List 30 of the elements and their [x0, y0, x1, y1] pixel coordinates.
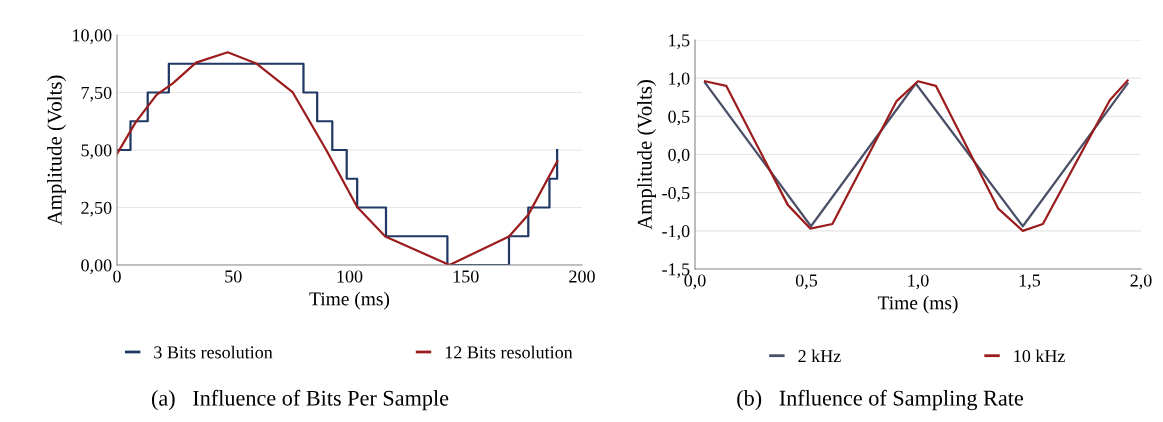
y-tick-label: 5,00 — [81, 144, 112, 160]
y-tick-label: -1,0 — [662, 225, 690, 240]
legend-label: 10 kHz — [1014, 349, 1065, 363]
y-tick-label: 0,00 — [81, 259, 112, 275]
x-tick-label: 1,0 — [908, 274, 929, 290]
y-tick-label: -0,5 — [662, 186, 690, 202]
legend-label: 3 Bits resolution — [154, 345, 273, 359]
y-tick-label: 1,0 — [669, 72, 690, 88]
y-tick-label: 0,5 — [668, 110, 690, 126]
x-tick-label: 200 — [569, 270, 595, 283]
y-tick-label: 7,50 — [81, 86, 112, 102]
y-tick-label: 2,50 — [81, 201, 112, 217]
text: (b) Influence of Sampling Rate — [737, 389, 1024, 411]
y-axis-title: Amplitude (Volts) — [47, 75, 66, 226]
x-tick-label: 0 — [113, 270, 121, 283]
text: (a) Influence of Bits Per Sample — [151, 389, 449, 411]
x-axis-title: Time (ms) — [309, 291, 390, 310]
x-tick-label: 0,5 — [795, 274, 818, 290]
legend-label: 2 kHz — [798, 349, 841, 363]
y-tick-label: 1,5 — [669, 34, 690, 50]
x-tick-label: 150 — [453, 270, 479, 283]
y-tick-label: 10,00 — [73, 29, 112, 45]
x-axis-title: Time (ms) — [877, 295, 958, 314]
x-tick-label: 50 — [225, 270, 242, 283]
x-tick-label: 1,5 — [1019, 274, 1041, 290]
legend-label: 12 Bits resolution — [445, 345, 573, 359]
y-axis-title: Amplitude (Volts) — [637, 80, 656, 230]
y-tick-label: 0,0 — [668, 148, 690, 164]
x-tick-label: 100 — [337, 270, 363, 283]
x-tick-label: 2,0 — [1130, 274, 1152, 290]
